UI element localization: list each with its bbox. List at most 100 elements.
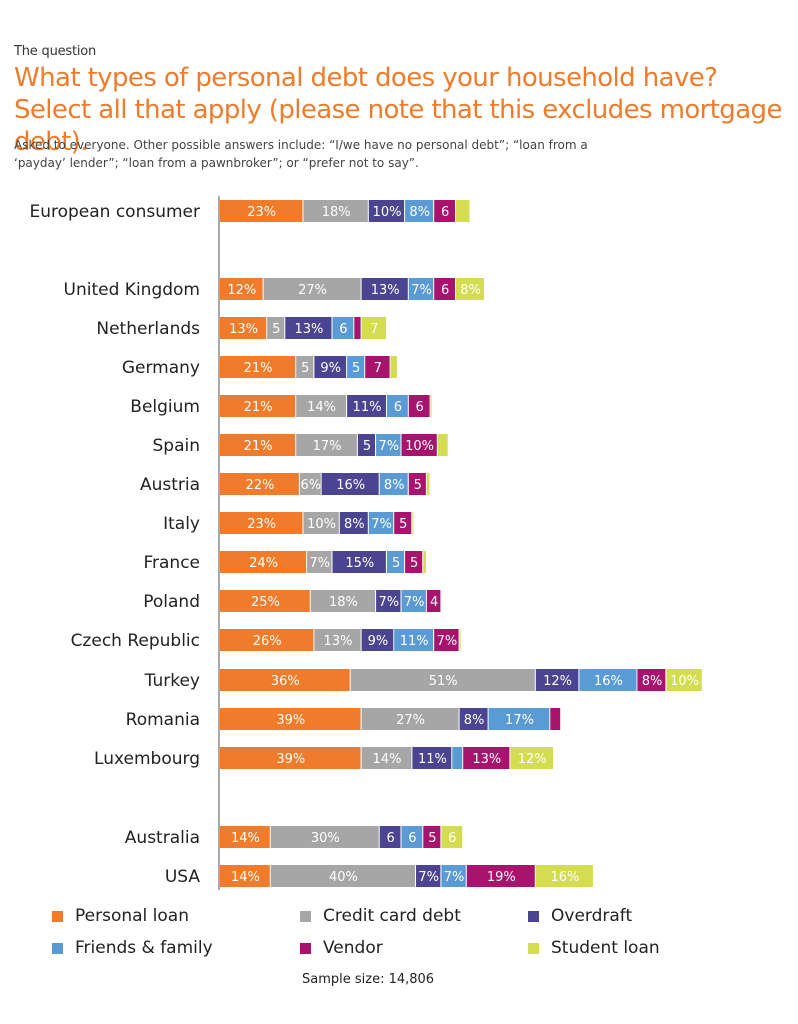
bar-label-belgium-overdraft: 11% xyxy=(353,400,382,415)
bar-poland-overdraft xyxy=(376,590,401,612)
bar-european-consumer-credit-card-debt xyxy=(303,200,368,222)
bar-label-luxembourg-credit-card-debt: 14% xyxy=(373,752,402,767)
bar-poland-vendor xyxy=(426,590,441,612)
bar-germany-personal-loan xyxy=(220,356,296,378)
bar-label-belgium-friends-and-family: 6 xyxy=(394,400,402,415)
legend-item-credit-card-debt: Credit card debt xyxy=(300,906,461,926)
bar-label-austria-personal-loan: 22% xyxy=(245,478,274,493)
bar-label-netherlands-friends-and-family: 6 xyxy=(339,322,347,337)
bar-poland-friends-and-family xyxy=(401,590,426,612)
bar-label-australia-personal-loan: 14% xyxy=(231,831,260,846)
category-label-poland: Poland xyxy=(143,592,200,612)
bar-label-france-overdraft: 15% xyxy=(345,556,374,571)
bar-label-australia-credit-card-debt: 30% xyxy=(311,831,340,846)
category-label-australia: Australia xyxy=(125,828,200,848)
bar-usa-friends-and-family xyxy=(441,865,466,887)
bar-label-usa-vendor: 19% xyxy=(487,870,516,885)
legend-label-friends-family: Friends & family xyxy=(75,938,213,958)
bar-netherlands-student-loan xyxy=(361,317,386,339)
bar-belgium-overdraft xyxy=(347,395,386,417)
bar-romania-personal-loan xyxy=(220,708,361,730)
bar-label-australia-friends-and-family: 6 xyxy=(408,831,416,846)
legend-item-overdraft: Overdraft xyxy=(528,906,632,926)
bar-label-united-kingdom-friends-and-family: 7% xyxy=(411,283,432,298)
bar-luxembourg-student-loan xyxy=(510,747,553,769)
bar-label-turkey-friends-and-family: 16% xyxy=(594,674,623,689)
bar-united-kingdom-friends-and-family xyxy=(408,278,434,300)
category-label-romania: Romania xyxy=(126,710,200,730)
bar-austria-credit-card-debt xyxy=(299,473,321,495)
bar-label-turkey-credit-card-debt: 51% xyxy=(429,674,458,689)
bar-turkey-friends-and-family xyxy=(579,669,637,691)
bar-spain-personal-loan xyxy=(220,434,296,456)
bar-label-usa-student-loan: 16% xyxy=(550,870,579,885)
bar-label-luxembourg-student-loan: 12% xyxy=(518,752,547,767)
bar-usa-credit-card-debt xyxy=(270,865,415,887)
bar-label-netherlands-credit-card-debt: 5 xyxy=(272,322,280,337)
bar-label-belgium-credit-card-debt: 14% xyxy=(307,400,336,415)
bar-label-romania-personal-loan: 39% xyxy=(276,713,305,728)
legend-label-credit-card-debt: Credit card debt xyxy=(323,906,461,926)
bar-label-turkey-student-loan: 10% xyxy=(670,674,699,689)
bar-label-turkey-vendor: 8% xyxy=(642,674,663,689)
bar-italy-student-loan xyxy=(412,512,414,534)
legend-swatch-friends-family xyxy=(52,942,63,954)
bar-label-european-consumer-credit-card-debt: 18% xyxy=(322,205,351,220)
bar-label-united-kingdom-vendor: 6 xyxy=(441,283,449,298)
bar-european-consumer-personal-loan xyxy=(220,200,303,222)
bar-label-european-consumer-overdraft: 10% xyxy=(373,205,402,220)
bar-label-spain-vendor: 10% xyxy=(405,439,434,454)
bar-luxembourg-personal-loan xyxy=(220,747,361,769)
bar-france-personal-loan xyxy=(220,551,307,573)
bar-label-usa-overdraft: 7% xyxy=(418,870,439,885)
bar-poland-credit-card-debt xyxy=(310,590,376,612)
bar-czech-republic-friends-and-family xyxy=(394,629,434,651)
legend-item-friends-family: Friends & family xyxy=(52,938,213,958)
bar-label-usa-friends-and-family: 7% xyxy=(444,870,465,885)
bar-france-student-loan xyxy=(423,551,426,573)
bar-label-australia-overdraft: 6 xyxy=(386,831,394,846)
legend-label-personal-loan: Personal loan xyxy=(75,906,189,926)
bar-label-czech-republic-credit-card-debt: 13% xyxy=(324,634,353,649)
legend-swatch-vendor xyxy=(300,942,311,954)
bar-spain-overdraft xyxy=(357,434,375,456)
bar-australia-personal-loan xyxy=(220,826,270,848)
bar-label-united-kingdom-overdraft: 13% xyxy=(371,283,400,298)
bar-label-european-consumer-vendor: 6 xyxy=(441,205,449,220)
bar-italy-friends-and-family xyxy=(368,512,394,534)
bar-label-luxembourg-vendor: 13% xyxy=(472,752,501,767)
bar-turkey-overdraft xyxy=(535,669,579,691)
bar-label-poland-vendor: 4 xyxy=(430,595,438,610)
bar-turkey-personal-loan xyxy=(220,669,350,691)
bar-label-france-vendor: 5 xyxy=(410,556,418,571)
bar-label-usa-personal-loan: 14% xyxy=(231,870,260,885)
bar-spain-vendor xyxy=(401,434,437,456)
bar-australia-overdraft xyxy=(379,826,401,848)
bar-label-italy-overdraft: 8% xyxy=(344,517,365,532)
legend-item-personal-loan: Personal loan xyxy=(52,906,189,926)
category-label-spain: Spain xyxy=(153,436,201,456)
bar-netherlands-friends-and-family xyxy=(332,317,354,339)
chart-subtitle: Asked to everyone. Other possible answer… xyxy=(14,138,588,170)
bar-european-consumer-vendor xyxy=(434,200,455,222)
category-label-france: France xyxy=(143,553,200,573)
bar-label-united-kingdom-credit-card-debt: 27% xyxy=(298,283,327,298)
bar-label-romania-overdraft: 8% xyxy=(464,713,485,728)
category-label-austria: Austria xyxy=(140,475,200,495)
bar-france-friends-and-family xyxy=(387,551,405,573)
bar-label-germany-personal-loan: 21% xyxy=(244,361,273,376)
category-label-luxembourg: Luxembourg xyxy=(94,749,200,769)
bar-austria-personal-loan xyxy=(220,473,299,495)
bar-austria-friends-and-family xyxy=(379,473,408,495)
bar-label-luxembourg-personal-loan: 39% xyxy=(276,752,305,767)
bar-belgium-student-loan xyxy=(430,395,432,417)
bar-label-poland-personal-loan: 25% xyxy=(251,595,280,610)
bar-label-turkey-overdraft: 12% xyxy=(543,674,572,689)
bar-label-european-consumer-friends-and-family: 8% xyxy=(409,205,430,220)
bar-france-vendor xyxy=(405,551,423,573)
bar-usa-vendor xyxy=(466,865,535,887)
bar-austria-overdraft xyxy=(321,473,379,495)
bar-label-australia-student-loan: 6 xyxy=(448,831,456,846)
bar-germany-credit-card-debt xyxy=(296,356,314,378)
bar-romania-credit-card-debt xyxy=(361,708,459,730)
